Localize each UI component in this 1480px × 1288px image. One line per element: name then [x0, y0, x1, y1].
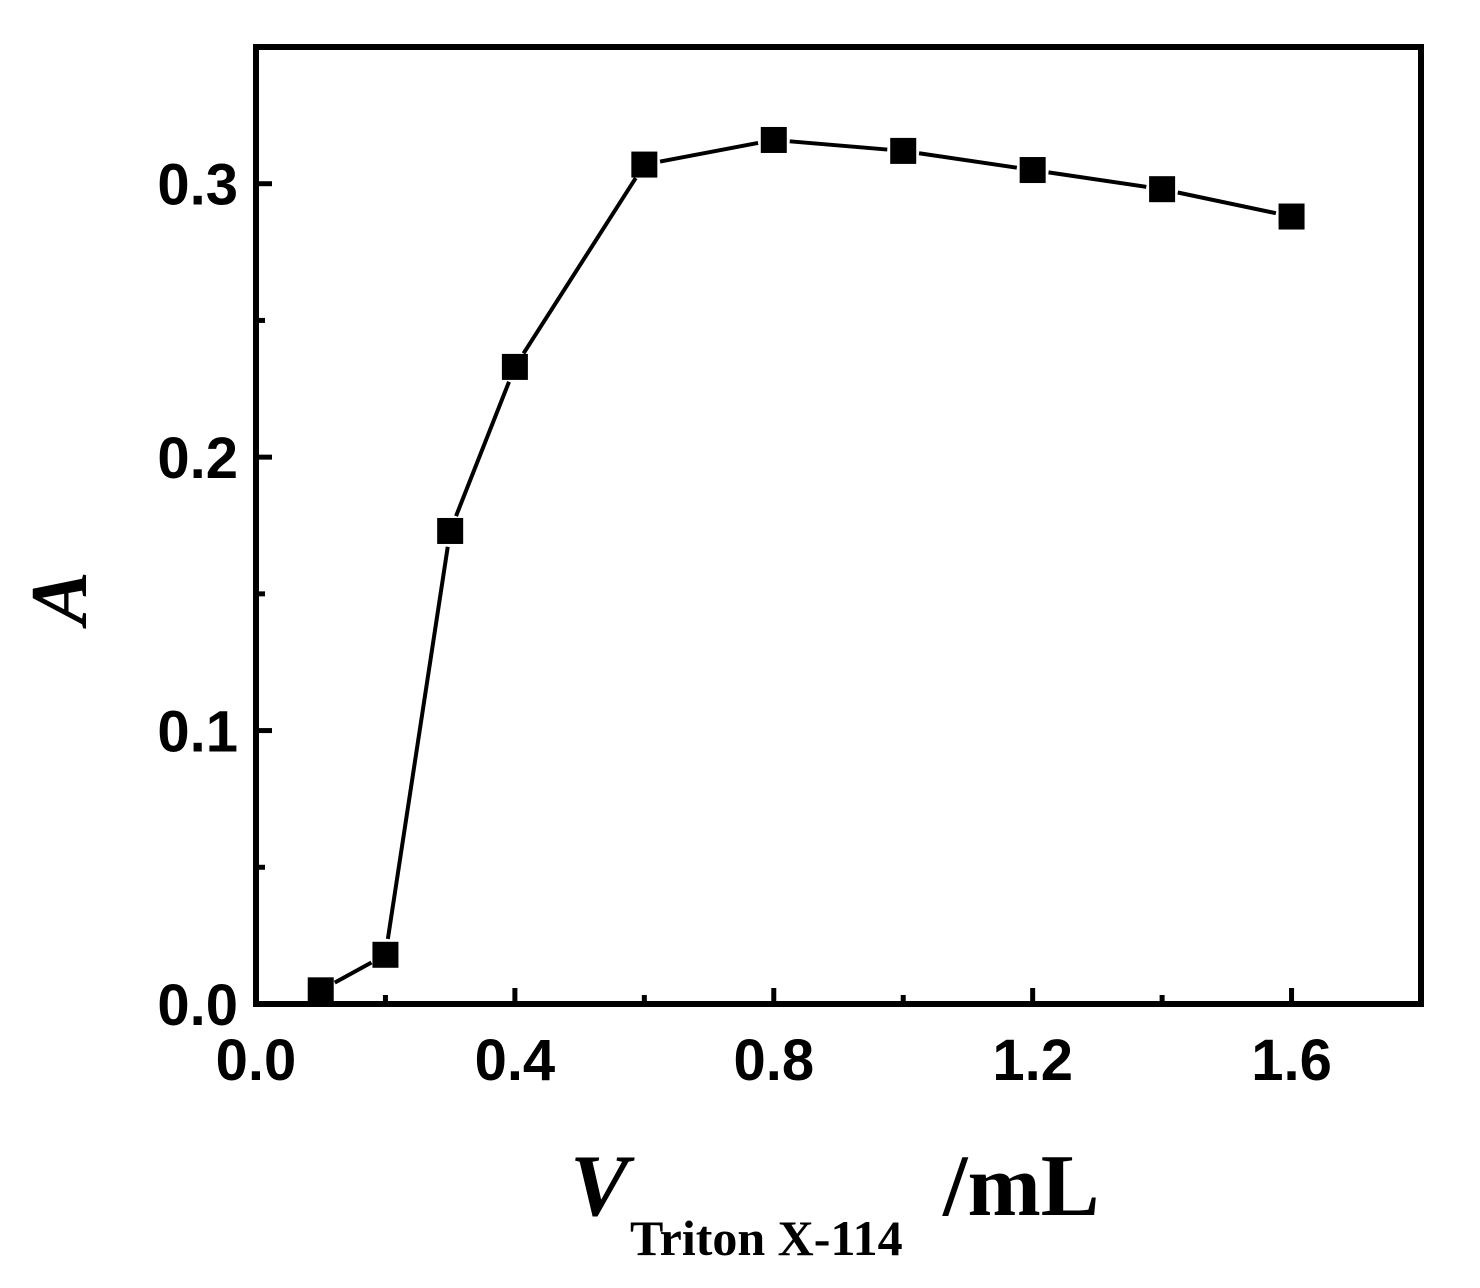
tick-labels: 0.0 0.4 0.8 1.2 1.6 0.0 0.1 0.2 0.3 — [157, 153, 1332, 1093]
x-axis-title: V Triton X-114 /mL — [570, 1138, 1099, 1266]
plot-frame — [253, 44, 1424, 1007]
x-axis-symbol: V — [570, 1138, 635, 1235]
data-point-square — [760, 126, 787, 153]
axis-ticks — [253, 181, 1295, 1007]
y-tick-label: 0.1 — [157, 700, 238, 765]
data-point-square — [890, 137, 917, 164]
series-line-segment — [789, 139, 888, 152]
x-tick-label: 1.6 — [1251, 1028, 1332, 1093]
x-axis-unit: /mL — [942, 1138, 1099, 1235]
x-tick-label: 1.2 — [992, 1028, 1073, 1093]
data-series — [307, 126, 1305, 1004]
data-point-square — [1149, 176, 1176, 203]
x-axis-subscript: Triton X-114 — [630, 1210, 903, 1266]
y-axis-title: A — [16, 571, 104, 629]
data-point-square — [437, 517, 464, 544]
data-point-square — [1278, 203, 1305, 230]
data-point-square — [631, 151, 658, 178]
data-point-square — [307, 977, 334, 1004]
x-tick-label: 0.4 — [475, 1028, 556, 1093]
y-tick-label: 0.0 — [157, 973, 238, 1038]
series-line-segment — [521, 176, 638, 355]
y-tick-label: 0.3 — [157, 153, 238, 218]
series-line-segment — [918, 151, 1018, 170]
series-line-segment — [454, 381, 511, 517]
data-point-square — [1019, 157, 1046, 184]
y-tick-label: 0.2 — [157, 426, 238, 491]
x-tick-label: 0.0 — [216, 1028, 297, 1093]
x-tick-label: 0.8 — [733, 1028, 814, 1093]
data-point-square — [372, 941, 399, 968]
series-line-segment — [1048, 170, 1147, 189]
series-line-segment — [1177, 190, 1277, 216]
series-line-segment — [333, 960, 373, 985]
series-line-segment — [385, 546, 450, 940]
series-line-segment — [659, 140, 759, 164]
data-point-square — [501, 353, 528, 380]
